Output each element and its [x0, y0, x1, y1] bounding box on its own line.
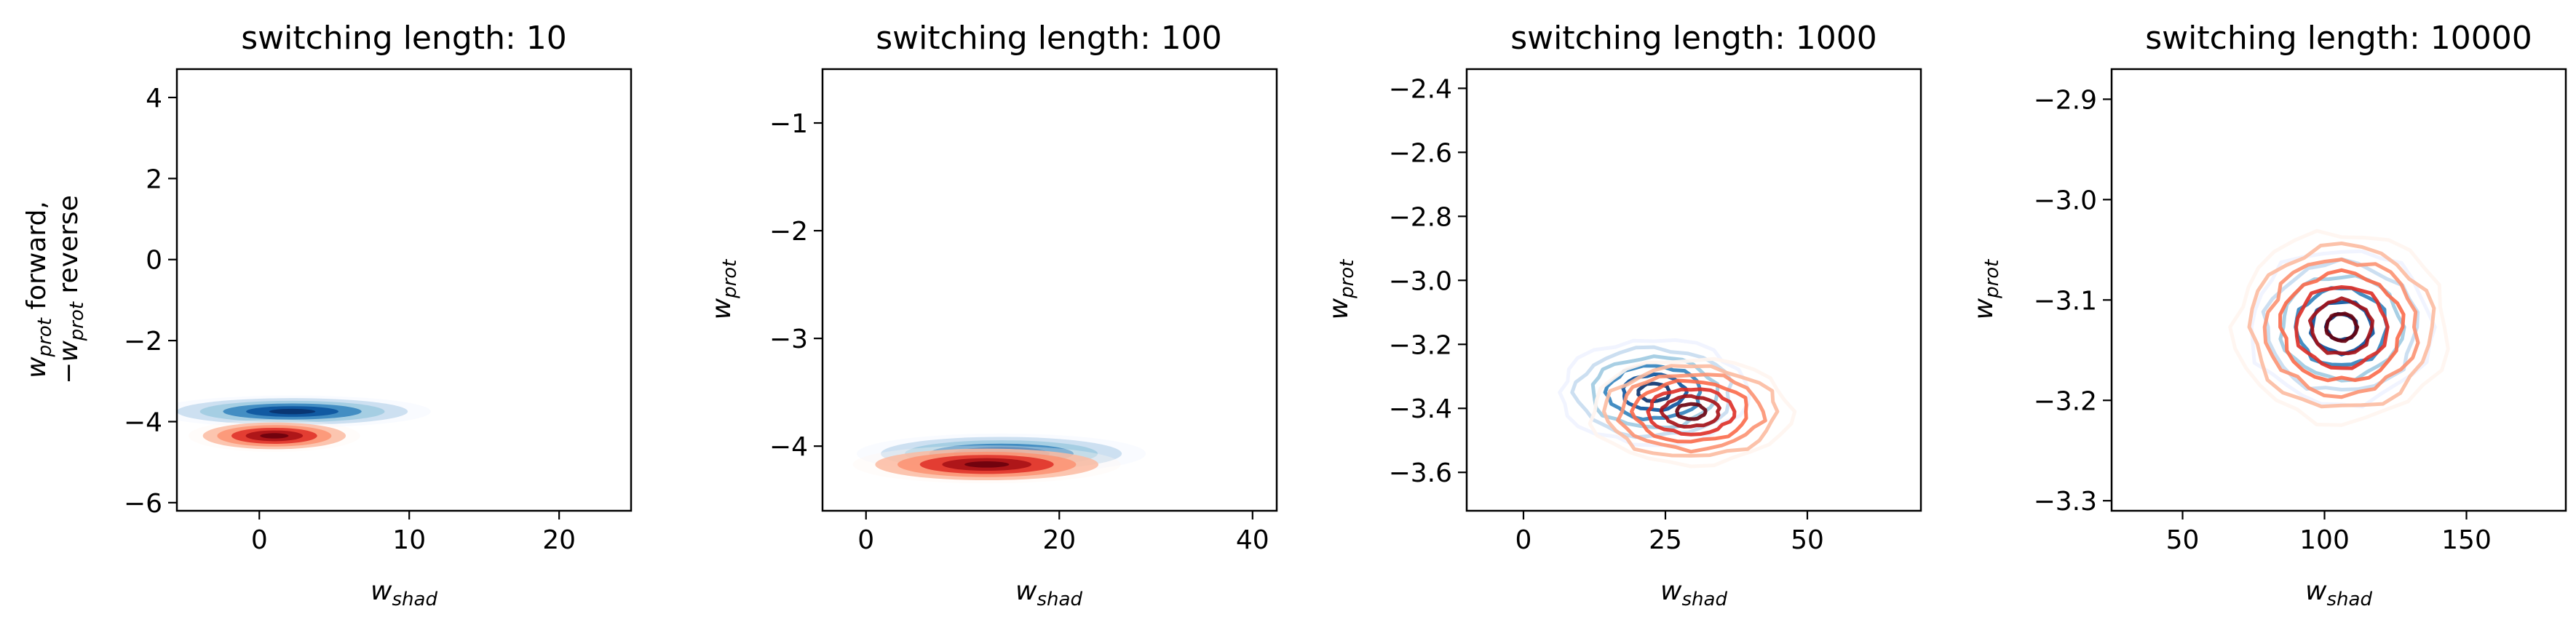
xtick-label: 100 — [2299, 525, 2350, 555]
ytick-label: −3.0 — [2034, 186, 2097, 215]
ytick-label: −3.3 — [2034, 487, 2097, 517]
panel-2-plot-layer — [852, 433, 1146, 484]
panel-1-plot-layer — [177, 395, 431, 453]
panel-2-yticks: −4 −3 −2 −1 — [769, 109, 823, 462]
panel-2-title: switching length: 100 — [876, 20, 1222, 57]
contour-forward-level-6 — [269, 408, 316, 415]
ytick-label: −4 — [769, 432, 808, 462]
contour-reverse-level-7 — [1675, 402, 1708, 421]
contour-reverse-level-5 — [1646, 387, 1737, 437]
panel-4-ylabel: wprot — [1969, 259, 2003, 320]
panel-4-axes-frame — [2110, 68, 2567, 512]
panel-3: switching length: 1000 0 25 50 −3.6−3.4−3.… — [1324, 20, 1922, 610]
xtick-label: 150 — [2441, 525, 2492, 555]
contour-forward-level-2 — [1570, 345, 1734, 439]
panel-4-xlabel: wshad — [2305, 576, 2372, 610]
ytick-label: −1 — [769, 109, 808, 139]
panel-3-axes-frame — [1465, 68, 1922, 512]
xtick-label: 0 — [1515, 525, 1532, 555]
contour-reverse-level-4 — [1630, 378, 1748, 444]
panel-1-xticks: 0 10 20 — [251, 511, 576, 555]
ytick-label: 2 — [146, 164, 162, 194]
ytick-label: −2.9 — [2034, 85, 2097, 115]
panel-3-ylabel-text: wprot — [1324, 259, 1358, 320]
ytick-label: −3 — [769, 325, 808, 354]
contour-reverse-level-6 — [964, 461, 1010, 468]
ytick-label: 4 — [146, 84, 162, 114]
ytick-label: −3.6 — [1389, 458, 1452, 488]
ytick-label: −2 — [124, 327, 162, 357]
xtick-label: 25 — [1649, 525, 1682, 555]
ytick-label: −3.4 — [1389, 394, 1452, 424]
panel-2-axes-frame — [821, 68, 1278, 512]
panel-3-plot-layer — [1558, 338, 1797, 469]
xtick-label: 40 — [1236, 525, 1269, 555]
ytick-label: 0 — [146, 246, 162, 276]
panel-4-ylabel-text: wprot — [1969, 259, 2003, 320]
xtick-label: 20 — [1042, 525, 1076, 555]
contour-reverse-level-6 — [260, 433, 289, 439]
panel-4: switching length: 10000 50 100 150 −3.3−3.… — [1969, 20, 2567, 610]
panel-2-xticks: 0 20 40 — [857, 511, 1269, 555]
contour-reverse-level-1 — [2228, 228, 2450, 427]
panel-2: switching length: 100 0 20 40 −4 −3 −2 −1 wsh… — [707, 20, 1278, 610]
panel-3-xticks: 0 25 50 — [1515, 511, 1824, 555]
ytick-label: −2.4 — [1389, 74, 1452, 104]
panel-3-xlabel: wshad — [1660, 576, 1727, 610]
panel-4-xticks: 50 100 150 — [2166, 511, 2492, 555]
panel-3-ylabel: wprot — [1324, 259, 1358, 320]
panel-1: switching length: 10 0 10 20 −6 −4 −2 0 2 4 wsh… — [22, 20, 633, 610]
xtick-label: 0 — [251, 525, 268, 555]
panel-1-xlabel: wshad — [370, 576, 437, 610]
contour-reverse-level-7 — [2324, 311, 2360, 343]
panel-2-ylabel-text: wprot — [707, 259, 741, 320]
ytick-label: −4 — [124, 407, 162, 437]
panel-2-xlabel: wshad — [1015, 576, 1082, 610]
ytick-label: −3.2 — [1389, 330, 1452, 360]
contour-reverse-level-5 — [2294, 285, 2390, 370]
contour-reverse-level-3 — [1616, 373, 1767, 454]
panel-1-ylabel-line1: wprot forward, — [22, 201, 56, 378]
ytick-label: −2.6 — [1389, 138, 1452, 168]
ytick-label: −3.2 — [2034, 386, 2097, 416]
contour-reverse-level-4 — [2278, 268, 2406, 383]
contour-reverse-level-2 — [2247, 242, 2436, 409]
ytick-label: −2.8 — [1389, 202, 1452, 232]
panel-1-ylabel-line2: −wprot reverse — [54, 195, 88, 384]
xtick-label: 0 — [857, 525, 874, 555]
panel-1-axes-frame — [175, 68, 633, 512]
contour-reverse-level-6 — [1659, 394, 1721, 429]
panel-1-title: switching length: 10 — [241, 20, 567, 57]
xtick-label: 10 — [392, 525, 426, 555]
panel-1-ylabel: wprot forward, −wprot reverse — [22, 195, 88, 384]
panel-4-yticks: −3.3 −3.2 −3.1 −3.0 −2.9 — [2034, 85, 2112, 517]
contour-reverse-level-3 — [2262, 258, 2420, 399]
contour-reverse-level-6 — [2307, 296, 2374, 356]
xtick-label: 20 — [542, 525, 576, 555]
ytick-label: −3.0 — [1389, 266, 1452, 296]
ytick-label: −6 — [124, 489, 162, 519]
panel-4-title: switching length: 10000 — [2145, 20, 2532, 57]
panel-3-yticks: −3.6 −3.4 −3.2 −3.0 −2.8 −2.6 −2.4 — [1389, 74, 1467, 488]
ytick-label: −2 — [769, 217, 808, 247]
panel-4-plot-layer — [2228, 228, 2450, 427]
panel-3-title: switching length: 1000 — [1510, 20, 1877, 57]
panel-2-ylabel: wprot — [707, 259, 741, 320]
xtick-label: 50 — [1791, 525, 1824, 555]
contour-reverse-level-1 — [1588, 357, 1797, 469]
xtick-label: 50 — [2166, 525, 2200, 555]
contour-reverse-level-2 — [1602, 364, 1780, 458]
panel-1-yticks: −6 −4 −2 0 2 4 — [124, 84, 177, 519]
ytick-label: −3.1 — [2034, 286, 2097, 316]
